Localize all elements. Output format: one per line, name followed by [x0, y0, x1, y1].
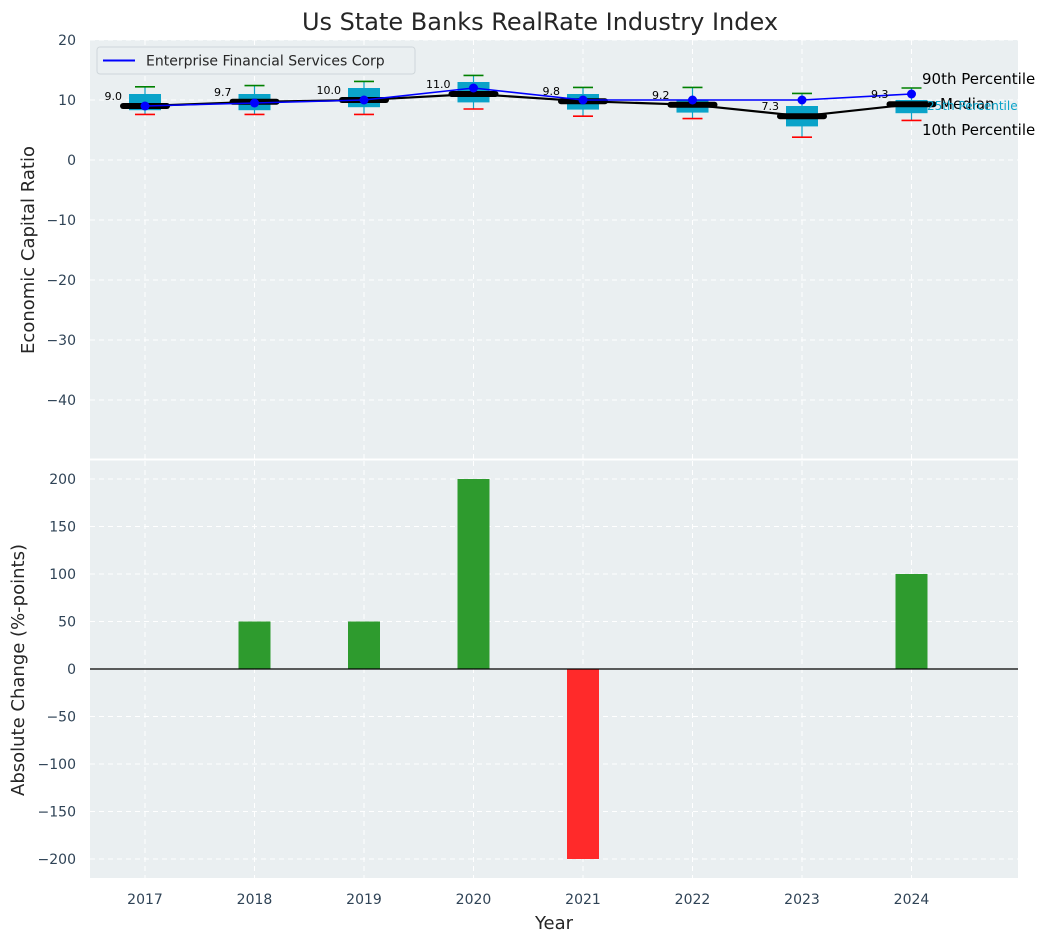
top-y-tick-label: 0: [67, 153, 76, 169]
change-bar: [238, 621, 271, 669]
median-value-label: 9.7: [214, 86, 232, 99]
median-value-label: 9.3: [871, 88, 889, 101]
median-value-label: 11.0: [426, 78, 451, 91]
bottom-y-tick-label: 0: [67, 662, 76, 678]
top-y-tick-label: −40: [46, 393, 76, 409]
label-25th-percentile: 25th Percentile: [927, 99, 1018, 113]
company-point: [688, 95, 697, 105]
change-bar: [348, 621, 380, 669]
bottom-y-tick-label: 50: [58, 615, 76, 631]
bottom-y-tick-label: −100: [38, 757, 76, 773]
top-y-axis-label: Economic Capital Ratio: [18, 146, 39, 354]
bottom-y-axis-label: Absolute Change (%-points): [8, 544, 29, 796]
box-panel-marks: 9.0 9.7 10.0 11.0 9.8 9.2 7.3 9.3: [105, 74, 937, 138]
change-bar: [567, 669, 599, 859]
median-value-label: 7.3: [762, 100, 780, 113]
top-y-tick-label: −20: [46, 273, 76, 289]
label-median: Median: [940, 95, 995, 113]
x-tick-label: 2022: [675, 892, 711, 908]
company-point: [797, 95, 807, 105]
legend-entry-company: Enterprise Financial Services Corp: [146, 54, 385, 70]
change-bar: [895, 574, 928, 669]
bottom-y-tick-label: 200: [49, 472, 76, 488]
median-value-label: 9.0: [105, 90, 123, 103]
bottom-y-tick-label: 100: [49, 567, 76, 583]
bottom-y-tick-label: −150: [38, 805, 76, 821]
company-point: [250, 98, 259, 108]
median-value-label: 9.8: [543, 85, 561, 98]
x-tick-label: 2024: [894, 892, 930, 908]
bar-panel-y-ticks: 200 150 100 50 0 −50 −100 −150 −200: [38, 472, 76, 868]
x-axis-ticks: 2017 2018 2019 2020 2021 2022 2023 2024: [127, 892, 929, 908]
top-y-tick-label: 10: [58, 93, 76, 109]
top-y-tick-label: −10: [46, 213, 76, 229]
x-tick-label: 2017: [127, 892, 163, 908]
x-axis-label: Year: [534, 913, 574, 934]
label-10th-percentile: 10th Percentile: [922, 121, 1035, 139]
legend: Enterprise Financial Services Corp: [96, 46, 416, 75]
bar-panel-marks: [90, 479, 1018, 859]
bottom-y-tick-label: 150: [49, 520, 76, 536]
median-value-label: 10.0: [317, 84, 342, 97]
company-point: [907, 89, 916, 99]
change-bar: [457, 479, 490, 669]
bottom-y-tick-label: −50: [46, 710, 76, 726]
company-point: [140, 101, 150, 111]
x-tick-label: 2023: [784, 892, 820, 908]
bottom-y-tick-label: −200: [38, 852, 76, 868]
x-tick-label: 2020: [456, 892, 492, 908]
x-tick-label: 2018: [237, 892, 273, 908]
legend-box: [96, 46, 416, 75]
top-y-tick-label: −30: [46, 333, 76, 349]
chart-title: Us State Banks RealRate Industry Index: [302, 8, 778, 36]
label-90th-percentile: 90th Percentile: [922, 70, 1035, 88]
top-y-tick-label: 20: [58, 33, 76, 49]
company-point: [578, 95, 588, 105]
percentile-labels: 90th Percentile Median 25th Percentile 1…: [922, 70, 1035, 139]
company-point: [469, 83, 478, 93]
box-panel-y-ticks: 20 10 0 −10 −20 −30 −40: [46, 33, 76, 409]
company-point: [359, 95, 369, 105]
x-tick-label: 2019: [346, 892, 382, 908]
median-value-label: 9.2: [652, 89, 670, 102]
x-tick-label: 2021: [565, 892, 601, 908]
company-line: [144, 87, 912, 107]
